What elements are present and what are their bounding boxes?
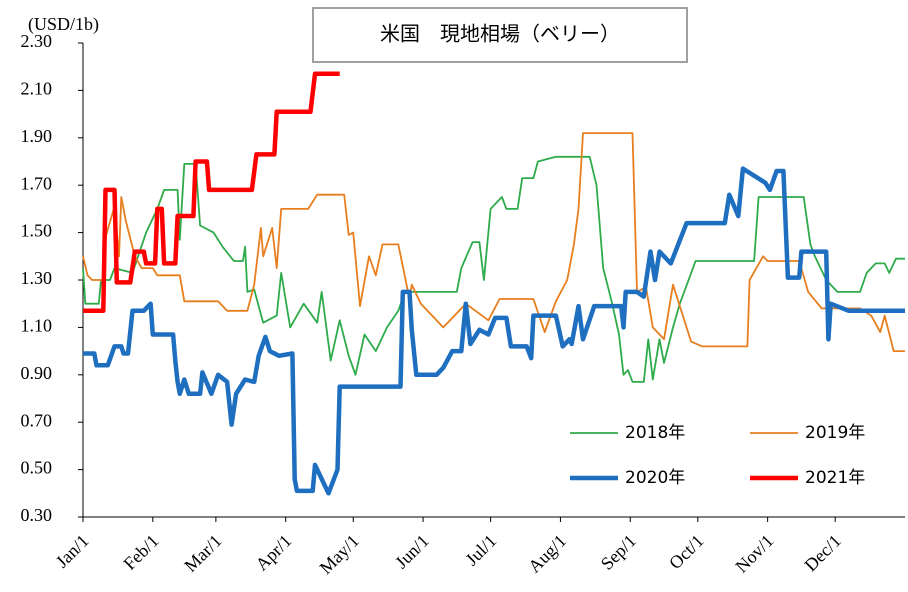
series-line <box>82 132 905 352</box>
legend-label: 2021年 <box>805 468 865 488</box>
x-tick-label: Sep/1 <box>597 531 640 574</box>
y-tick-label: 1.50 <box>21 221 53 241</box>
x-tick-label: Mar/1 <box>180 531 225 576</box>
legend-label: 2020年 <box>625 468 685 488</box>
y-tick-label: 2.10 <box>21 79 53 99</box>
x-tick-label: Nov/1 <box>731 531 777 577</box>
y-tick-label: 1.10 <box>21 316 53 336</box>
y-tick-label: 1.70 <box>21 173 53 193</box>
legend-label: 2018年 <box>625 423 685 443</box>
y-tick-label: 1.90 <box>21 126 53 146</box>
y-tick-label: 0.50 <box>21 458 53 478</box>
chart-title: 米国 現地相場（ベリー） <box>380 22 620 46</box>
x-tick-label: Jan/1 <box>52 531 93 572</box>
y-tick-label: 2.30 <box>21 31 53 51</box>
y-axis-label: (USD/1b) <box>28 14 99 35</box>
x-tick-label: Dec/1 <box>800 531 845 576</box>
y-tick-label: 1.30 <box>21 268 53 288</box>
legend-label: 2019年 <box>805 423 865 443</box>
x-tick-label: Feb/1 <box>119 531 162 574</box>
x-tick-label: May/1 <box>316 531 363 578</box>
y-tick-label: 0.90 <box>21 363 53 383</box>
series-line <box>82 155 905 383</box>
x-tick-label: Apr/1 <box>252 531 296 575</box>
series-line <box>83 71 340 314</box>
y-tick-label: 0.70 <box>21 410 53 430</box>
series-line <box>83 166 905 496</box>
x-tick-label: Jun/1 <box>391 531 433 573</box>
x-tick-label: Oct/1 <box>665 531 707 573</box>
y-tick-label: 0.30 <box>21 505 53 525</box>
x-tick-label: Jul/1 <box>461 531 500 570</box>
x-tick-label: Aug/1 <box>524 531 570 577</box>
title-box <box>312 7 688 63</box>
